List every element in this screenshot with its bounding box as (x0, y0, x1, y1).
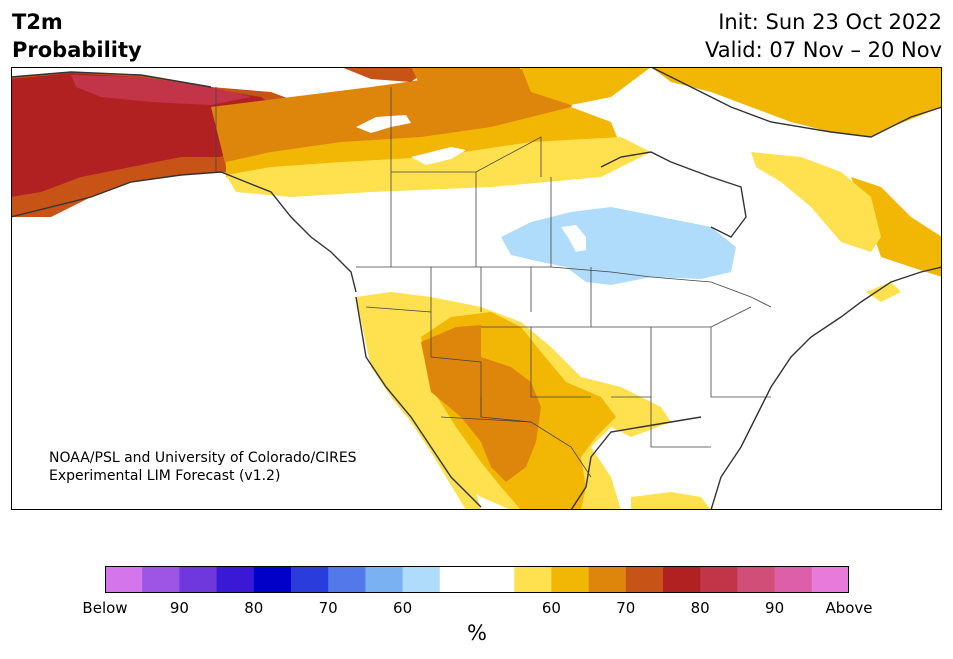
region-florida-60 (631, 492, 711, 510)
colorbar-swatch (514, 566, 552, 593)
colorbar-swatch (291, 566, 329, 593)
title-variable: T2m (12, 10, 63, 34)
credit-line-2: Experimental LIM Forecast (v1.2) (49, 468, 281, 484)
colorbar-tick-label: 80 (690, 599, 710, 617)
colorbar-tick-label: 70 (616, 599, 636, 617)
region-labrador-65 (851, 177, 942, 277)
small-lake (561, 225, 586, 252)
colorbar-frame (105, 566, 849, 593)
colorbar-swatch (774, 566, 813, 593)
colorbar-tick-label: Below (82, 599, 128, 617)
init-date: Init: Sun 23 Oct 2022 (718, 10, 942, 34)
region-arctic-65 (521, 67, 651, 105)
colorbar-swatch (477, 566, 515, 593)
colorbar-tick-label: 60 (541, 599, 561, 617)
colorbar-swatch (588, 566, 627, 593)
colorbar-swatch (142, 566, 180, 593)
colorbar-tick-label: 90 (765, 599, 785, 617)
colorbar-tick-label: Above (825, 599, 873, 617)
colorbar-swatch (663, 566, 701, 593)
region-ne-canada-65 (651, 67, 942, 137)
region-nova-scotia-60 (866, 282, 901, 302)
great-bear-lake (356, 115, 411, 133)
map-frame (11, 67, 942, 510)
colorbar-swatch (179, 566, 218, 593)
region-arctic-70 (411, 67, 521, 97)
colorbar-swatch (737, 566, 776, 593)
colorbar-swatch (216, 566, 255, 593)
probability-map (11, 67, 942, 510)
colorbar-tick-label: 60 (393, 599, 413, 617)
forecast-dates: Init: Sun 23 Oct 2022 Valid: 07 Nov – 20… (705, 8, 942, 64)
gulf-of-california-60 (426, 427, 481, 510)
colorbar-swatch (402, 566, 441, 593)
colorbar-unit: % (467, 621, 487, 645)
region-labrador-60 (751, 152, 881, 252)
colorbar-swatch (625, 566, 664, 593)
map-title: T2m Probability (12, 8, 142, 64)
region-canada-60 (226, 137, 651, 197)
colorbar-swatch (700, 566, 738, 593)
colorbar-swatch (365, 566, 404, 593)
coastlines (11, 67, 942, 510)
region-arctic-75 (341, 67, 431, 82)
colorbar-swatch (439, 566, 478, 593)
colorbar (105, 566, 849, 593)
colorbar-swatch (811, 566, 849, 593)
credit-text: NOAA/PSL and University of Colorado/CIRE… (49, 449, 357, 485)
colorbar-tick-label: 80 (244, 599, 264, 617)
colorbar-tick-label: 70 (318, 599, 338, 617)
colorbar-swatch (551, 566, 590, 593)
colorbar-swatch (105, 566, 143, 593)
credit-line-1: NOAA/PSL and University of Colorado/CIRE… (49, 450, 357, 466)
region-alaska-85 (71, 75, 251, 105)
colorbar-swatch (253, 566, 292, 593)
valid-range: Valid: 07 Nov – 20 Nov (705, 38, 942, 62)
region-central-cold-60 (501, 207, 736, 285)
title-quantity: Probability (12, 38, 142, 62)
colorbar-swatch (328, 566, 366, 593)
political-borders (215, 87, 772, 478)
colorbar-tick-label: 90 (169, 599, 189, 617)
great-slave-lake (411, 147, 466, 165)
